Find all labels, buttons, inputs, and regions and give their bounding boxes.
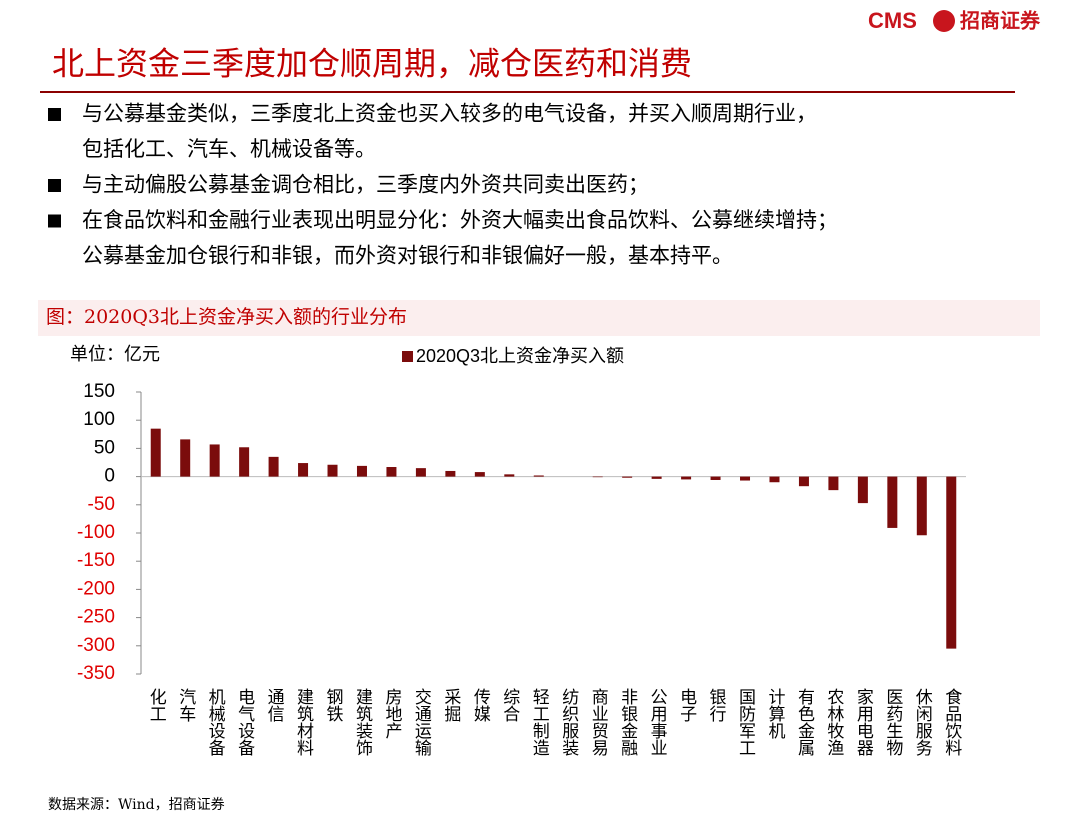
y-tick-label: -350: [77, 663, 115, 684]
y-tick-label: 150: [83, 381, 115, 402]
slide-title: 北上资金三季度加仓顺周期，减仓医药和消费: [52, 45, 692, 83]
x-tick-label: 公用事业: [647, 688, 668, 756]
bullet-marker: [48, 214, 61, 228]
x-tick-label: 建筑材料: [293, 688, 314, 756]
x-tick-label: 非银金融: [617, 688, 638, 757]
x-tick-label: 钢铁: [323, 688, 344, 722]
bar: [268, 456, 279, 477]
brand: 招商证券: [960, 9, 1041, 33]
x-tick-label: 房地产: [381, 688, 402, 739]
bar: [209, 444, 220, 477]
x-tick-label: 食品饮料: [941, 688, 962, 756]
x-tick-label: 国防军工: [735, 688, 756, 756]
x-tick-label: 电子: [676, 688, 697, 722]
x-tick-label: 商业贸易: [588, 688, 609, 757]
x-tick-label: 休闲服务: [912, 688, 933, 756]
bar: [946, 476, 957, 649]
bar: [474, 472, 485, 477]
y-tick-label: -300: [77, 635, 115, 656]
x-tick-label: 传媒: [470, 688, 491, 722]
logo-icon: [933, 10, 955, 32]
chart-title: 图：2020Q3北上资金净买入额的行业分布: [46, 306, 407, 328]
bullet-text: 与公募基金类似，三季度北上资金也买入较多的电气设备，并买入顺周期行业，: [82, 102, 817, 126]
legend-swatch: [402, 351, 413, 362]
bullet-marker: [48, 108, 61, 121]
x-tick-label: 纺织服装: [558, 688, 579, 756]
bar: [592, 476, 603, 478]
bullet-text: 包括化工、汽车、机械设备等。: [82, 137, 376, 161]
bar: [180, 439, 191, 477]
x-tick-label: 建筑装饰: [352, 688, 373, 756]
source: 数据来源：Wind，招商证券: [48, 797, 225, 813]
x-tick-label: 通信: [264, 688, 285, 722]
x-tick-label: 汽车: [175, 688, 196, 722]
x-tick-label: 交通运输: [411, 688, 432, 757]
bar: [857, 476, 868, 504]
y-tick-label: -100: [77, 522, 115, 543]
bar: [533, 475, 544, 477]
bar: [327, 464, 338, 477]
bullet-text: 与主动偏股公募基金调仓相比，三季度内外资共同卖出医药；: [82, 173, 649, 197]
caption-band: [38, 300, 1040, 336]
x-tick-label: 采掘: [440, 688, 461, 723]
bar: [828, 476, 839, 491]
bar: [415, 468, 426, 477]
bar: [798, 476, 809, 487]
x-tick-label: 电气设备: [234, 688, 255, 756]
bullet-marker: [48, 179, 61, 192]
x-tick-label: 家用电器: [853, 688, 874, 756]
bar: [710, 476, 721, 480]
bar: [740, 476, 751, 481]
y-tick-label: 50: [94, 437, 115, 458]
x-tick-label: 农林牧渔: [823, 688, 844, 756]
unit-label: 单位：亿元: [70, 344, 160, 365]
logo: CMS: [868, 8, 917, 33]
x-tick-label: 综合: [499, 688, 520, 722]
bar: [298, 463, 309, 477]
bar: [150, 428, 161, 477]
y-tick-label: -200: [77, 578, 115, 599]
bar: [386, 467, 397, 477]
bar: [445, 470, 456, 477]
bar: [916, 476, 927, 536]
bar: [651, 476, 662, 479]
x-tick-label: 轻工制造: [529, 688, 550, 756]
x-tick-label: 计算机: [764, 688, 785, 739]
bar: [622, 476, 633, 478]
bar: [681, 476, 692, 480]
legend-label: 2020Q3北上资金净买入额: [416, 346, 624, 366]
bullet-text: 公募基金加仓银行和非银，而外资对银行和非银偏好一般，基本持平。: [82, 244, 733, 268]
bar: [887, 476, 898, 528]
bullet-text: 在食品饮料和金融行业表现出明显分化：外资大幅卖出食品饮料、公募继续增持；: [82, 208, 838, 232]
y-tick-label: 100: [83, 409, 115, 430]
bar: [239, 447, 250, 477]
bar: [504, 474, 515, 477]
x-tick-label: 化工: [146, 688, 167, 722]
x-tick-label: 机械设备: [205, 688, 226, 756]
y-tick-label: -50: [88, 494, 115, 515]
bar: [356, 465, 367, 477]
x-tick-label: 医药生物: [882, 688, 903, 756]
y-tick-label: 0: [104, 466, 115, 487]
x-tick-label: 银行: [706, 688, 727, 723]
bar: [769, 476, 780, 483]
y-tick-label: -250: [77, 607, 115, 628]
x-tick-label: 有色金属: [794, 688, 815, 756]
y-tick-label: -150: [77, 550, 115, 571]
